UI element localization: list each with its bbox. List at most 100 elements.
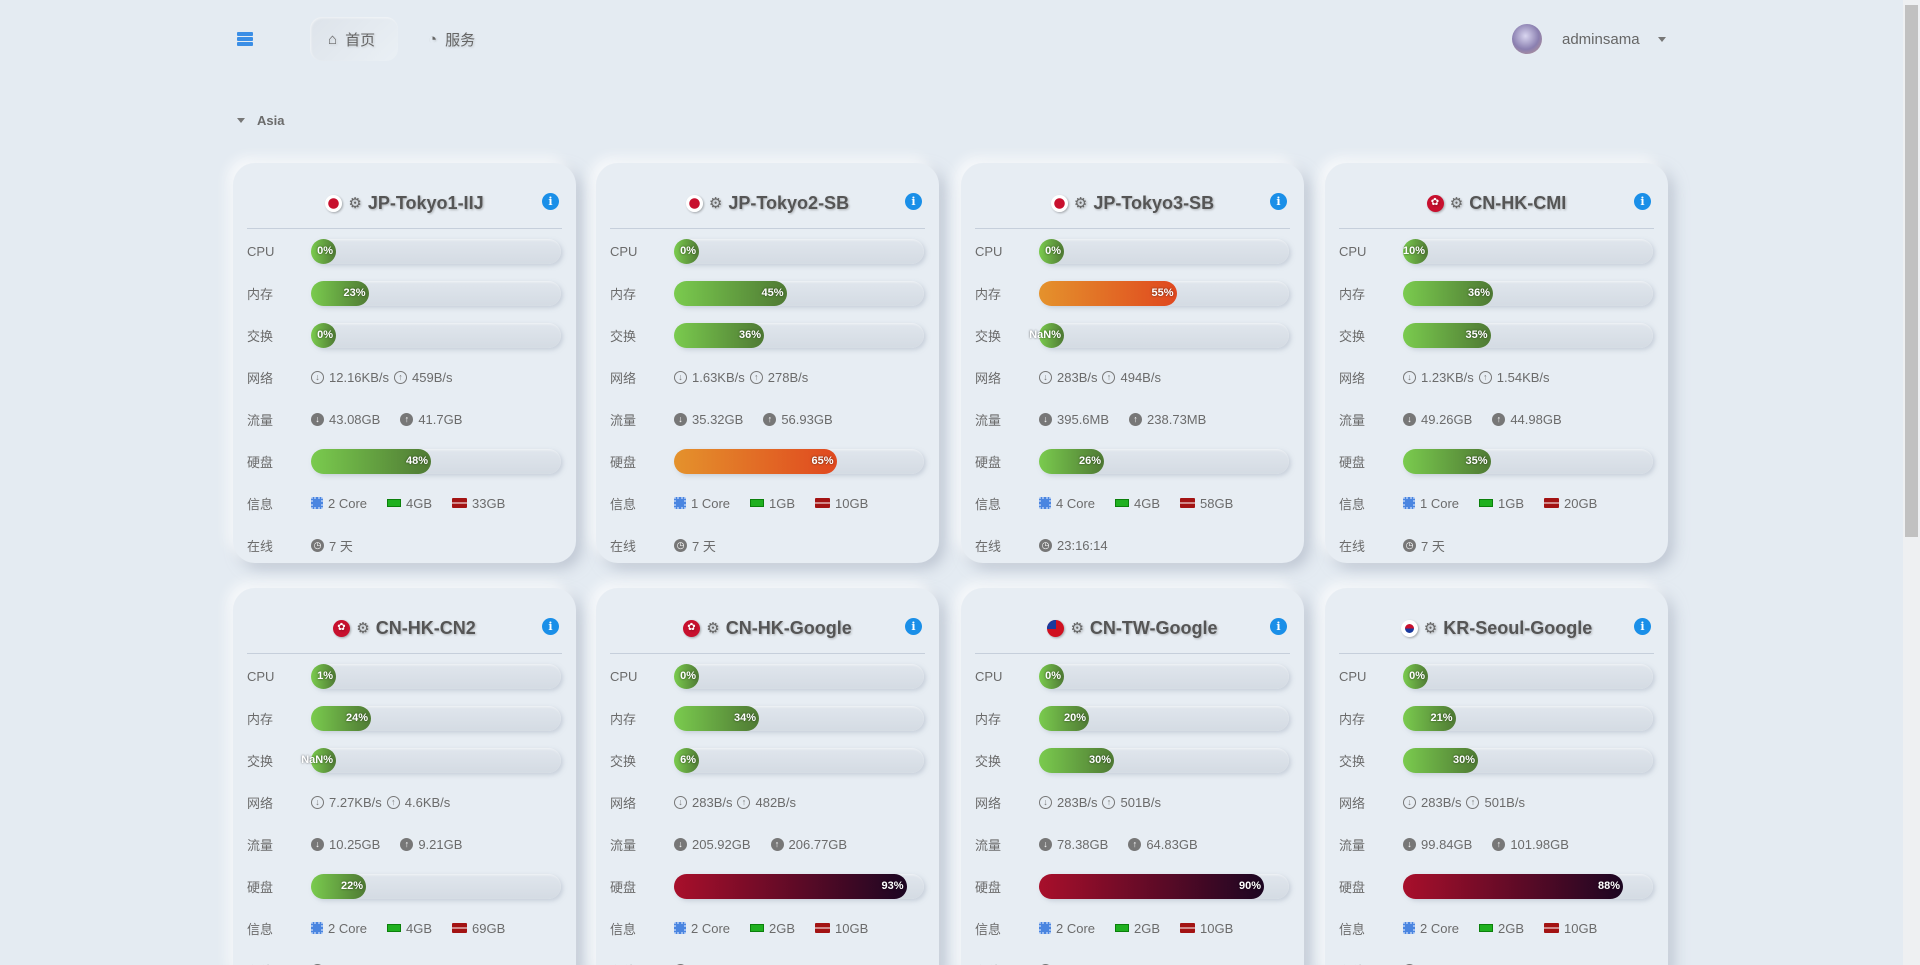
hdd-icon [452, 498, 468, 508]
cpu-progress-fill: 0% [1039, 238, 1064, 264]
group-toggle-asia[interactable]: Asia [237, 113, 284, 128]
label-net: 网络 [247, 795, 274, 811]
label-info: 信息 [1339, 921, 1366, 937]
row-traffic: 流量 ↓ 49.26GB ↑ 44.98GB [1339, 406, 1654, 432]
net-in: 1.23KB/s [1421, 369, 1474, 385]
mem-progress-fill: 55% [1039, 280, 1177, 306]
server-title: ⚙ CN-HK-Google [596, 616, 939, 640]
disk-size: 10GB [1200, 920, 1234, 936]
info-icon[interactable]: i [542, 618, 559, 635]
traffic-out: 9.21GB [418, 836, 463, 852]
label-traffic: 流量 [610, 837, 637, 853]
row-cpu: CPU 0% [610, 238, 925, 264]
flag-jp-icon [685, 194, 703, 212]
info-icon[interactable]: i [542, 193, 559, 210]
row-net: 网络 ↓ 283B/s ↑ 482B/s [610, 789, 925, 815]
uptime-value: ◷7 天 [311, 536, 353, 555]
disk-size: 58GB [1200, 495, 1234, 511]
divider [247, 228, 562, 229]
row-info: 信息 4 Core 4GB 58GB [975, 490, 1290, 516]
row-swap: 交换 30% [975, 747, 1290, 773]
download-circle-icon: ↓ [1039, 795, 1052, 809]
info-icon[interactable]: i [905, 618, 922, 635]
cpu-chip-icon [311, 497, 323, 509]
row-swap: 交换 36% [610, 322, 925, 348]
server-title: ⚙ JP-Tokyo1-IIJ [233, 191, 576, 215]
mem-progress-fill: 20% [1039, 705, 1089, 731]
row-disk: 硬盘 90% [975, 873, 1290, 899]
clock-icon: ◷ [1403, 538, 1416, 552]
info-icon[interactable]: i [1634, 618, 1651, 635]
label-uptime: 在线 [1339, 538, 1366, 554]
mem-progress-bar: 45% [674, 280, 924, 306]
memory-icon [1479, 924, 1494, 932]
swap-progress-fill: 6% [674, 747, 699, 773]
swap-progress-bar: 35% [1403, 322, 1653, 348]
uptime-value: 7 天 [329, 538, 353, 554]
server-logo-icon[interactable] [237, 32, 253, 46]
divider [610, 653, 925, 654]
label-disk: 硬盘 [1339, 454, 1366, 470]
cpu-chip-icon [674, 497, 686, 509]
mem-progress-fill: 23% [311, 280, 369, 306]
label-net: 网络 [610, 795, 637, 811]
label-mem: 内存 [975, 711, 1002, 727]
avatar [1512, 24, 1542, 54]
info-icon[interactable]: i [1634, 193, 1651, 210]
scrollbar-thumb[interactable] [1905, 5, 1918, 537]
cpu-progress-bar: 1% [311, 663, 561, 689]
download-circle-icon: ↓ [1403, 370, 1416, 384]
flag-kr-icon [1400, 619, 1418, 637]
row-traffic: 流量 ↓ 395.6MB ↑ 238.73MB [975, 406, 1290, 432]
label-disk: 硬盘 [975, 879, 1002, 895]
label-traffic: 流量 [1339, 412, 1366, 428]
server-name: CN-HK-Google [725, 617, 852, 638]
upload-circle-icon: ↑ [1478, 370, 1492, 384]
download-icon: ↓ [1039, 837, 1052, 851]
info-icon[interactable]: i [1270, 193, 1287, 210]
server-name: CN-TW-Google [1089, 617, 1218, 638]
label-swap: 交换 [247, 753, 274, 769]
nav-home[interactable]: ⌂ 首页 [310, 17, 398, 61]
swap-progress-fill: 30% [1039, 747, 1114, 773]
net-out: 501B/s [1484, 794, 1525, 810]
hdd-icon [1180, 498, 1196, 508]
cpu-progress-bar: 0% [1039, 238, 1289, 264]
row-uptime: 在线◷7 天 [1339, 957, 1654, 965]
server-title: ⚙ JP-Tokyo2-SB [596, 191, 939, 215]
linux-os-icon: ⚙ [356, 620, 370, 637]
scrollbar[interactable] [1903, 0, 1920, 965]
cpu-chip-icon [1039, 497, 1051, 509]
label-disk: 硬盘 [610, 879, 637, 895]
row-swap: 交换 30% [1339, 747, 1654, 773]
server-card: ⚙ KR-Seoul-Google i CPU 0% 内存 21% 交换 30% 网络 ↓ 283B/… [1325, 588, 1668, 965]
divider [1339, 653, 1654, 654]
info-icon[interactable]: i [1270, 618, 1287, 635]
uptime-value: ◷7 天 [311, 961, 353, 965]
uptime-value: 7 天 [1421, 961, 1445, 965]
download-circle-icon: ↓ [674, 795, 687, 809]
row-info: 信息 2 Core 4GB 33GB [247, 490, 562, 516]
uptime-value: 23:16:14 [1057, 537, 1108, 553]
traffic-value: ↓ 78.38GB ↑ 64.83GB [1039, 837, 1198, 852]
disk-size: 10GB [1564, 920, 1598, 936]
label-uptime: 在线 [1339, 961, 1403, 965]
label-disk: 硬盘 [1339, 879, 1366, 895]
row-cpu: CPU 1% [247, 663, 562, 689]
ram-size: 2GB [769, 920, 796, 936]
label-uptime: 在线 [610, 538, 637, 554]
net-in: 283B/s [1421, 794, 1462, 810]
user-menu[interactable]: adminsama [1512, 24, 1666, 54]
upload-circle-icon: ↑ [386, 795, 400, 809]
info-value: 1 Core 1GB 10GB [674, 496, 868, 511]
info-icon[interactable]: i [905, 193, 922, 210]
cpu-progress-fill: 0% [674, 238, 699, 264]
label-net: 网络 [975, 370, 1002, 386]
download-circle-icon: ↓ [1039, 370, 1052, 384]
net-out: 1.54KB/s [1496, 369, 1550, 385]
net-in: 12.16KB/s [329, 369, 389, 385]
label-mem: 内存 [1339, 286, 1366, 302]
nav-services[interactable]: ◔ 服务 [410, 17, 493, 61]
server-card: ⚙ CN-TW-Google i CPU 0% 内存 20% 交换 30% 网络 ↓ 283B/s ↑ 5… [961, 588, 1304, 965]
download-icon: ↓ [311, 412, 324, 426]
